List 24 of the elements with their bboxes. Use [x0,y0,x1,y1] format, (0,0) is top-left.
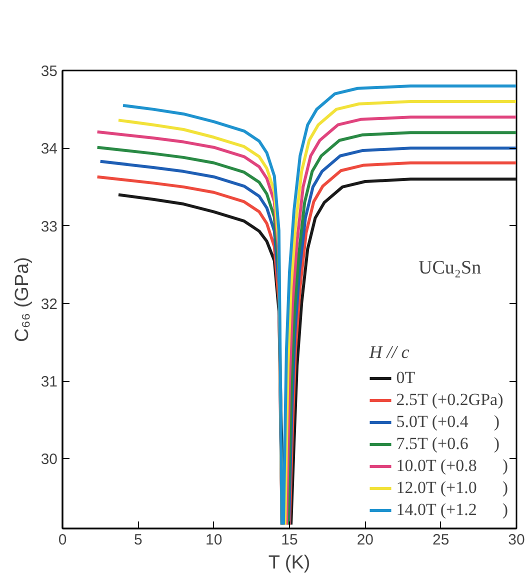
y-tick-label: 32 [40,296,58,313]
x-tick-label: 0 [58,532,67,548]
y-tick-label: 33 [40,218,58,236]
x-tick-label: 20 [356,532,374,548]
legend-title: H // c [369,342,410,363]
legend-label: 10.0T (+0.8 ) [396,456,508,476]
x-axis-title: T (K) [268,552,310,574]
x-tick-label: 10 [205,532,222,548]
legend-label: 5.0T (+0.4 ) [396,412,500,432]
annotation: UCu₂Sn [418,258,482,278]
legend-label: 12.0T (+1.0 ) [396,478,508,498]
legend-label: 14.0T (+1.2 ) [396,500,508,520]
legend-label: 7.5T (+0.6 ) [396,434,500,454]
x-tick-label: 5 [134,532,142,548]
legend-label: 2.5T (+0.2GPa) [396,390,504,410]
x-tick-label: 25 [432,532,450,548]
y-axis-title: C₆₆ (GPa) [12,257,33,342]
x-tick-label: 30 [508,532,525,548]
y-tick-label: 30 [40,451,58,468]
x-tick-label: 15 [281,532,298,548]
y-tick-label: 31 [40,374,58,391]
legend-label: 0T [396,368,416,388]
y-tick-label: 35 [40,63,58,80]
y-tick-label: 34 [40,140,58,158]
